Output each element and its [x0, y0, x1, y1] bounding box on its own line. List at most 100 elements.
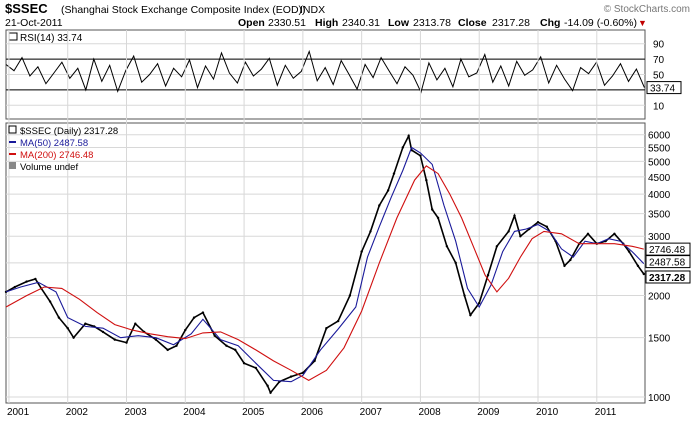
x-tick-label: 2005: [242, 407, 265, 418]
price-tick-label: 6000: [648, 131, 671, 142]
volume-legend-swatch: [9, 162, 16, 169]
price-tick-label: 1500: [648, 334, 671, 345]
x-tick-label: 2009: [477, 407, 500, 418]
price-point: [642, 272, 646, 276]
price-tick-label: 1000: [648, 393, 671, 404]
price-point: [13, 285, 17, 289]
price-point: [419, 154, 422, 157]
price-value-tag: [645, 255, 691, 269]
price-point: [586, 232, 590, 235]
price-point: [125, 341, 128, 344]
price-point: [336, 319, 340, 323]
rsi-value-tag: [646, 81, 682, 95]
price-point: [430, 208, 434, 211]
price-point: [201, 311, 205, 314]
price-point: [184, 328, 187, 332]
price-panel: 6000550050004500400035003000250020001500…: [4, 30, 691, 404]
price-point: [369, 230, 372, 233]
x-tick-label: 2004: [183, 407, 206, 418]
price-tick-label: 3000: [648, 232, 671, 243]
price-point: [536, 221, 540, 224]
x-tick-label: 2003: [125, 407, 148, 418]
price-point: [436, 216, 440, 220]
close-label: Close: [458, 17, 487, 29]
price-point: [519, 234, 522, 238]
price-point: [325, 327, 328, 330]
rsi-legend-label: RSI(14) 33.74: [20, 33, 83, 44]
price-point: [507, 230, 510, 233]
price-point: [478, 301, 481, 305]
price-value-tag-label: 2487.58: [649, 258, 686, 269]
x-tick-label: 2001: [7, 407, 30, 418]
close-value: 2317.28: [492, 17, 530, 29]
price-point: [613, 232, 616, 235]
price-point: [72, 336, 75, 339]
ma200-series-line: [5, 165, 644, 382]
price-point: [401, 146, 405, 149]
price-point: [242, 361, 246, 365]
index-name: (Shanghai Stock Exchange Composite Index…: [61, 4, 306, 16]
open-value: 2330.51: [268, 17, 306, 29]
volume-legend-label: Volume undef: [20, 162, 78, 173]
price-tick-label: 5500: [648, 143, 671, 154]
chg-down-arrow-icon: ▼: [638, 18, 647, 28]
price-point: [360, 250, 363, 253]
x-tick-label: 2011: [595, 407, 617, 418]
price-point: [66, 327, 69, 330]
price-point: [113, 338, 116, 341]
price-point: [313, 359, 316, 363]
price-point: [134, 322, 137, 325]
price-point: [392, 172, 396, 175]
price-point: [627, 250, 631, 253]
price-point: [486, 273, 490, 277]
x-axis: 2001 2002 2003 2004 2005 2006 2007 2008 2009 2010…: [7, 407, 617, 418]
price-point: [301, 371, 305, 374]
price-point: [48, 300, 52, 303]
price-point: [192, 316, 196, 319]
price-tick-label: 2000: [648, 292, 671, 303]
price-value-tag-label: 2317.28: [649, 273, 686, 284]
price-point: [469, 313, 472, 317]
price-point: [234, 348, 237, 352]
price-legend-label: $SSEC (Daily) 2317.28: [20, 126, 118, 137]
rsi-tick-label: 90: [653, 40, 665, 51]
price-point: [348, 294, 352, 297]
rsi-tick-label: 70: [653, 55, 665, 66]
price-point: [266, 384, 269, 387]
x-tick-label: 2007: [360, 407, 383, 418]
x-tick-label: 2010: [536, 407, 559, 418]
price-point: [378, 204, 381, 207]
date-label: 21-Oct-2011: [5, 17, 63, 29]
price-point: [225, 344, 228, 347]
price-point: [175, 344, 178, 347]
chg-label: Chg: [540, 17, 560, 29]
ma50-series-line: [5, 146, 645, 383]
price-point: [545, 225, 549, 228]
price-point: [445, 245, 449, 248]
symbol-title: $SSEC: [5, 1, 48, 16]
price-tick-label: 4500: [648, 173, 671, 184]
price-value-tag-label: 2746.48: [649, 245, 686, 256]
price-point: [495, 245, 499, 248]
price-point: [84, 322, 87, 325]
x-tick-label: 2006: [301, 407, 324, 418]
price-point: [407, 134, 410, 138]
price-tick-label: 3500: [648, 210, 671, 221]
open-label: Open: [238, 17, 265, 29]
low-value: 2313.78: [413, 17, 451, 29]
ma200-legend-label: MA(200) 2746.48: [20, 150, 93, 161]
high-label: High: [315, 17, 338, 29]
price-point: [425, 178, 428, 182]
price-point: [454, 261, 457, 265]
price-point: [25, 280, 28, 283]
rsi-value-tag-label: 33.74: [650, 84, 675, 95]
ma50-legend-label: MA(50) 2487.58: [20, 138, 88, 149]
exchange-label: INDX: [300, 4, 325, 16]
price-point: [463, 294, 466, 297]
price-point: [513, 214, 516, 217]
price-point: [563, 264, 566, 268]
price-point: [386, 189, 390, 192]
rsi-tick-label: 50: [653, 71, 665, 82]
